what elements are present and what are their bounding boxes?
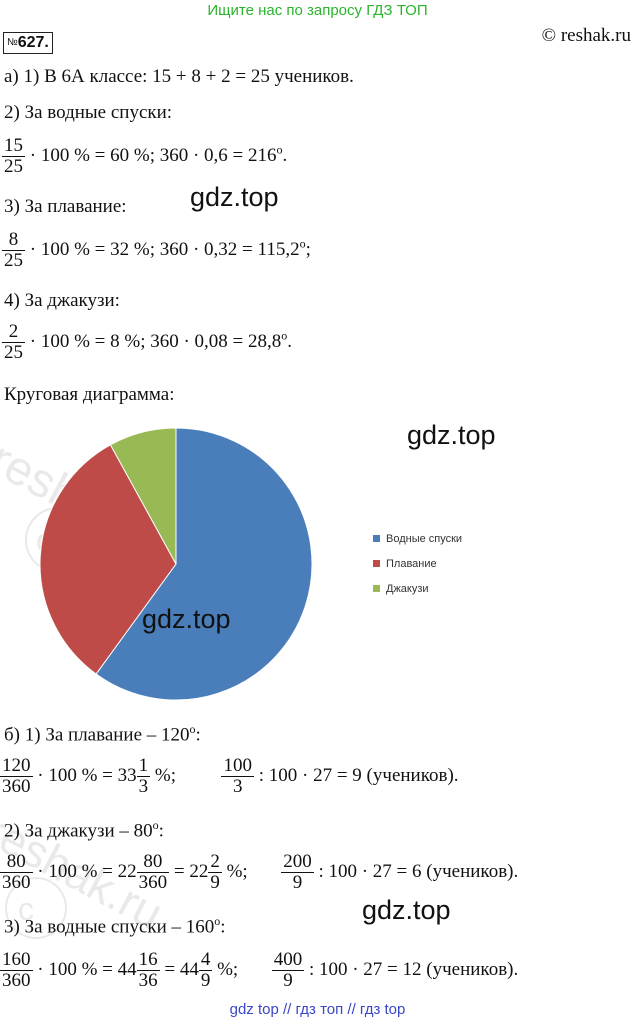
- pie-chart: Водные спуски Плавание Джакузи: [39, 427, 462, 701]
- part-b-line-1: 120 360 · 100 % = 33 1 3 %; 100 3 : 100 · 27…: [0, 755, 459, 797]
- gdz-watermark: gdz.top: [190, 182, 279, 212]
- part-a-formula-4: 2 25 · 100 % = 8 %; 360 · 0,08 = 28,8о.: [2, 321, 293, 363]
- number-sign: №: [7, 37, 18, 48]
- fraction: 160 360: [0, 949, 33, 991]
- legend-label: Водные спуски: [386, 533, 462, 545]
- fraction: 100 3: [221, 755, 254, 797]
- legend-label: Плавание: [386, 558, 437, 570]
- gdz-watermark: gdz.top: [362, 895, 451, 925]
- gdz-watermark: gdz.top: [407, 420, 496, 450]
- fraction: 80 360: [0, 851, 33, 893]
- copyright: © reshak.ru: [541, 25, 631, 46]
- part-b-heading-3: 3) За водные спуски – 160о:: [4, 914, 226, 938]
- legend-swatch: [373, 585, 380, 592]
- part-b-line-3: 160 360 · 100 % = 44 16 36 = 44 4 9 %; 400 9 :…: [0, 949, 519, 991]
- fraction: 8 25: [2, 229, 25, 271]
- chart-caption: Круговая диаграмма:: [4, 384, 175, 405]
- fraction: 2 25: [2, 321, 25, 363]
- part-a-formula-3: 8 25 · 100 % = 32 %; 360 · 0,32 = 115,2о;: [2, 229, 311, 271]
- fraction: 120 360: [0, 755, 33, 797]
- part-a-heading-4: 4) За джакузи:: [4, 290, 120, 311]
- problem-number: №627.: [3, 32, 53, 54]
- fraction: 80 360: [136, 851, 170, 893]
- legend-label: Джакузи: [386, 583, 429, 595]
- fraction: 400 9: [271, 949, 305, 991]
- part-a-heading-3: 3) За плавание:: [4, 196, 127, 217]
- problem-number-value: 627.: [17, 34, 49, 51]
- pie-slice-2: [39, 444, 177, 675]
- fraction: 200 9: [281, 851, 314, 893]
- bottom-banner[interactable]: gdz top // гдз топ // гдз top: [229, 1001, 406, 1018]
- fraction: 15 25: [2, 135, 25, 177]
- part-b-heading-1: б) 1) За плавание – 120о:: [4, 722, 201, 746]
- part-b-heading-2: 2) За джакузи – 80о:: [4, 818, 164, 842]
- part-b-line-2: 80 360 · 100 % = 22 80 360 = 22 2 9 %; 200 9 :…: [0, 851, 519, 893]
- fraction: 16 36: [136, 949, 160, 991]
- legend-swatch: [373, 560, 380, 567]
- gdz-watermark: gdz.top: [142, 604, 231, 634]
- part-a-heading-2: 2) За водные спуски:: [4, 102, 173, 123]
- pie-slice-3: [109, 427, 177, 565]
- legend-swatch: [373, 535, 380, 542]
- part-a-line1: а) 1) В 6А классе: 15 + 8 + 2 = 25 учени…: [4, 66, 354, 87]
- pie-slice-1: [95, 427, 313, 701]
- part-a-formula-2: 15 25 · 100 % = 60 %; 360 · 0,6 = 216о.: [2, 135, 288, 177]
- top-banner[interactable]: Ищите нас по запросу ГДЗ ТОП: [207, 2, 428, 19]
